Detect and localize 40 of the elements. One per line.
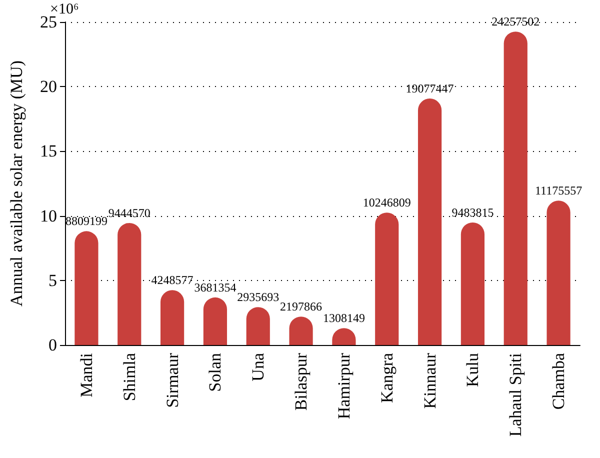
bar bbox=[546, 200, 570, 345]
annotation: 9444570 bbox=[108, 206, 150, 220]
x-tick-label: Una bbox=[248, 352, 268, 382]
annotation: 11175557 bbox=[534, 184, 582, 198]
annotation: 8809199 bbox=[65, 214, 108, 228]
y-axis-title: Annual available solar energy (MU) bbox=[7, 60, 26, 307]
annotation: 19077447 bbox=[406, 82, 454, 96]
bar bbox=[203, 297, 228, 345]
x-tick-label: Bilaspur bbox=[292, 352, 311, 411]
x-tick-label: Solan bbox=[206, 352, 225, 392]
x-tick-label: Mandi bbox=[76, 352, 96, 398]
bar bbox=[504, 32, 528, 345]
bar bbox=[460, 222, 485, 345]
bar bbox=[118, 222, 142, 345]
x-tick-label: Lahaul Spiti bbox=[506, 352, 526, 437]
y-tick-label: 10 bbox=[40, 206, 57, 226]
bar bbox=[418, 98, 442, 345]
annotation: 3681354 bbox=[194, 280, 236, 294]
y-tick-label: 0 bbox=[48, 336, 57, 354]
annotation: 4248577 bbox=[151, 273, 194, 288]
x-tick-label: Kinnaur bbox=[420, 352, 440, 409]
annotation: 2197866 bbox=[280, 300, 322, 314]
annotation: 9483815 bbox=[452, 205, 494, 220]
y-tick-label: 15 bbox=[40, 142, 57, 161]
x-tick-label: Chamba bbox=[549, 352, 568, 410]
annotation: 2935693 bbox=[237, 290, 280, 304]
x-tick-label: Shimla bbox=[120, 352, 139, 402]
bar bbox=[246, 307, 270, 345]
y-tick-label: 20 bbox=[40, 77, 57, 96]
bar bbox=[74, 231, 98, 345]
x-tick-label: Kangra bbox=[377, 352, 396, 404]
annotation: 10246809 bbox=[362, 196, 411, 210]
x-tick-label: Sirmaur bbox=[162, 352, 182, 408]
annotation: 24257502 bbox=[492, 14, 540, 29]
annotation: 1308149 bbox=[322, 311, 365, 326]
y-tick-label: 5 bbox=[48, 270, 57, 290]
bar bbox=[160, 290, 184, 345]
x-tick-label: Hamirpur bbox=[334, 352, 354, 420]
x-tick-label: Kulu bbox=[463, 352, 482, 387]
bar bbox=[375, 212, 399, 345]
